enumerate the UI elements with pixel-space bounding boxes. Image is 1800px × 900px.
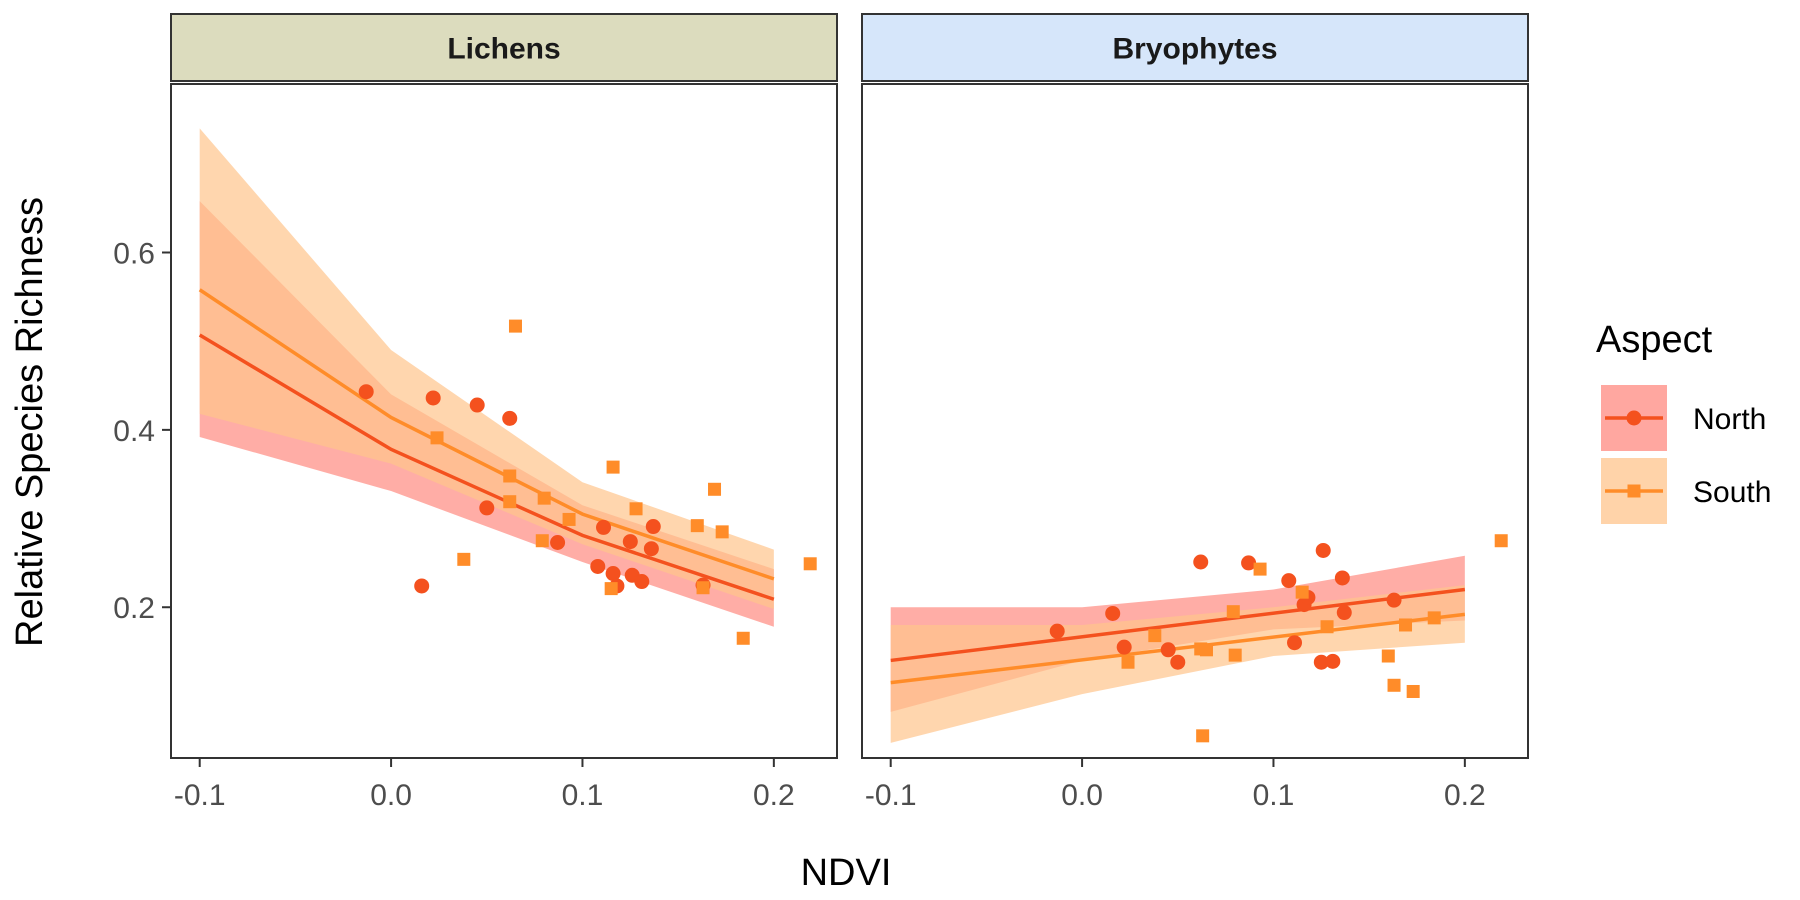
- y-tick-label: 0.4: [113, 415, 155, 448]
- fit-line-south: [198, 288, 775, 581]
- panel-title: Bryophytes: [1112, 33, 1277, 66]
- data-point-south: [503, 469, 517, 483]
- data-point-north: [605, 566, 621, 582]
- data-point-south: [708, 482, 722, 496]
- data-point-south: [1381, 649, 1395, 663]
- data-point-north: [1160, 642, 1176, 658]
- x-tick-label: 0.1: [1253, 779, 1295, 812]
- fit-line-north: [198, 333, 775, 601]
- data-point-north: [550, 534, 566, 550]
- data-point-south: [430, 431, 444, 445]
- legend-title: Aspect: [1596, 319, 1713, 361]
- panel-lichens: Lichens -0.1 0.0 0.1 0.2 0.2 0.4 0.6: [113, 13, 838, 812]
- data-point-north: [1325, 653, 1341, 669]
- data-point-south: [1320, 620, 1334, 634]
- data-point-south: [1148, 629, 1162, 643]
- data-point-south: [537, 491, 551, 505]
- data-point-south: [1253, 562, 1267, 576]
- legend-marker: [1627, 484, 1641, 498]
- panels: Lichens -0.1 0.0 0.1 0.2 0.2 0.4 0.6 Bryophytes -…: [113, 13, 1529, 812]
- data-point-north: [590, 558, 606, 574]
- data-point-north: [502, 410, 518, 426]
- data-point-north: [1287, 635, 1303, 651]
- data-point-north: [469, 397, 485, 413]
- y-axis-title: Relative Species Richness: [9, 197, 51, 647]
- fit-line-north: [890, 587, 1466, 663]
- data-point-south: [629, 502, 643, 516]
- panel-border: [170, 83, 838, 759]
- data-point-south: [1295, 585, 1309, 599]
- data-point-south: [1121, 655, 1135, 669]
- data-point-north: [634, 574, 650, 590]
- data-point-north: [1315, 542, 1331, 558]
- data-point-north: [1049, 623, 1065, 639]
- data-point-south: [1226, 605, 1240, 619]
- data-point-south: [503, 495, 517, 509]
- y-tick-label: 0.6: [113, 238, 155, 271]
- x-tick-label: 0.0: [370, 779, 412, 812]
- data-point-south: [803, 557, 817, 571]
- data-point-south: [1196, 729, 1210, 743]
- x-tick-label: 0.2: [1444, 779, 1486, 812]
- data-point-south: [508, 319, 522, 333]
- panel-strip: [861, 13, 1529, 82]
- data-point-south: [736, 631, 750, 645]
- data-point-north: [1336, 605, 1352, 621]
- data-point-south: [606, 460, 620, 474]
- panel-bryophytes: Bryophytes -0.1 0.0 0.1 0.2: [861, 13, 1529, 812]
- x-tick-label: 0.2: [753, 779, 795, 812]
- data-point-south: [715, 525, 729, 539]
- x-tick-label: -0.1: [865, 779, 917, 812]
- data-point-north: [1193, 554, 1209, 570]
- fit-line-south: [890, 612, 1466, 685]
- panel-title: Lichens: [447, 33, 560, 66]
- data-point-south: [1199, 643, 1213, 657]
- legend-label: South: [1693, 476, 1771, 509]
- data-point-north: [1313, 654, 1329, 670]
- data-point-north: [1170, 654, 1186, 670]
- panel-strip: [170, 13, 838, 82]
- legend-marker: [1626, 410, 1642, 426]
- data-point-south: [1494, 534, 1508, 548]
- data-point-south: [1399, 618, 1413, 632]
- data-point-north: [596, 519, 612, 535]
- data-point-north: [425, 390, 441, 406]
- data-point-south: [457, 552, 471, 566]
- data-point-north: [645, 519, 661, 535]
- y-tick-label: 0.2: [113, 592, 155, 625]
- data-point-north: [1105, 605, 1121, 621]
- data-point-north: [1116, 639, 1132, 655]
- x-axis-title: NDVI: [801, 852, 892, 894]
- data-point-north: [358, 384, 374, 400]
- data-point-south: [1406, 684, 1420, 698]
- data-point-south: [696, 581, 710, 595]
- x-tick-label: -0.1: [174, 779, 226, 812]
- x-tick-label: 0.1: [562, 779, 604, 812]
- legend-label: North: [1693, 403, 1766, 436]
- data-point-north: [1334, 570, 1350, 586]
- data-point-south: [562, 512, 576, 526]
- x-tick-label: 0.0: [1061, 779, 1103, 812]
- data-point-north: [1241, 555, 1257, 571]
- data-point-south: [1228, 648, 1242, 662]
- data-point-north: [414, 578, 430, 594]
- panel-border: [861, 83, 1529, 759]
- data-point-north: [479, 500, 495, 516]
- legend-item-south: South: [1601, 458, 1771, 524]
- data-point-north: [622, 534, 638, 550]
- legend: Aspect North South: [1596, 319, 1771, 524]
- legend-item-north: North: [1601, 385, 1766, 451]
- data-point-south: [604, 582, 618, 596]
- data-point-south: [535, 534, 549, 548]
- data-point-north: [1386, 592, 1402, 608]
- data-point-north: [643, 541, 659, 557]
- data-point-south: [690, 519, 704, 533]
- data-point-north: [1281, 573, 1297, 589]
- data-point-south: [1387, 678, 1401, 692]
- data-point-south: [1427, 611, 1441, 625]
